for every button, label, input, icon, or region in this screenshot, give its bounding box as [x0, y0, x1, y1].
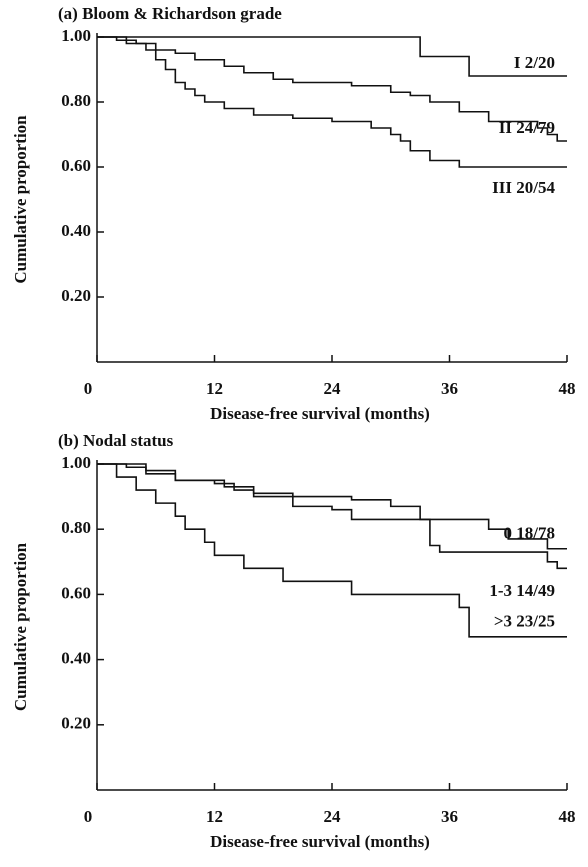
chart-title: (a) Bloom & Richardson grade [58, 4, 282, 23]
x-tick-label: 48 [559, 379, 576, 398]
x-tick-label: 24 [324, 807, 342, 826]
series-label: III 20/54 [492, 178, 555, 197]
survival-curve [97, 36, 567, 168]
survival-curve [97, 36, 567, 77]
x-tick-label: 36 [441, 807, 458, 826]
y-tick-label: 0.80 [61, 518, 91, 537]
y-tick-label: 0.20 [61, 286, 91, 305]
x-tick-label: 12 [206, 807, 223, 826]
survival-curve [97, 463, 567, 550]
x-tick-label: 24 [324, 379, 342, 398]
y-axis-label: Cumulative proportion [11, 542, 30, 711]
y-tick-label: 0.20 [61, 714, 91, 733]
survival-curve [97, 463, 567, 570]
y-tick-label: 0.40 [61, 649, 91, 668]
y-tick-label: 0.60 [61, 156, 91, 175]
x-tick-label: 0 [84, 807, 93, 826]
series-label: II 24/79 [499, 118, 555, 137]
survival-curve [97, 36, 567, 142]
y-tick-label: 1.00 [61, 26, 91, 45]
y-tick-label: 0.40 [61, 221, 91, 240]
series-label: 1-3 14/49 [489, 581, 555, 600]
y-tick-label: 0.60 [61, 583, 91, 602]
chart-title: (b) Nodal status [58, 431, 174, 450]
y-tick-label: 0.80 [61, 91, 91, 110]
survival-curve [97, 463, 567, 638]
x-tick-label: 0 [84, 379, 93, 398]
y-axis-label: Cumulative proportion [11, 115, 30, 284]
series-label: 0 18/78 [504, 524, 555, 543]
series-label: >3 23/25 [494, 612, 555, 631]
x-tick-label: 12 [206, 379, 223, 398]
y-tick-label: 1.00 [61, 453, 91, 472]
x-axis-label: Disease-free survival (months) [210, 832, 430, 851]
series-label: I 2/20 [514, 53, 555, 72]
x-tick-label: 48 [559, 807, 576, 826]
x-tick-label: 36 [441, 379, 458, 398]
x-axis-label: Disease-free survival (months) [210, 404, 430, 423]
